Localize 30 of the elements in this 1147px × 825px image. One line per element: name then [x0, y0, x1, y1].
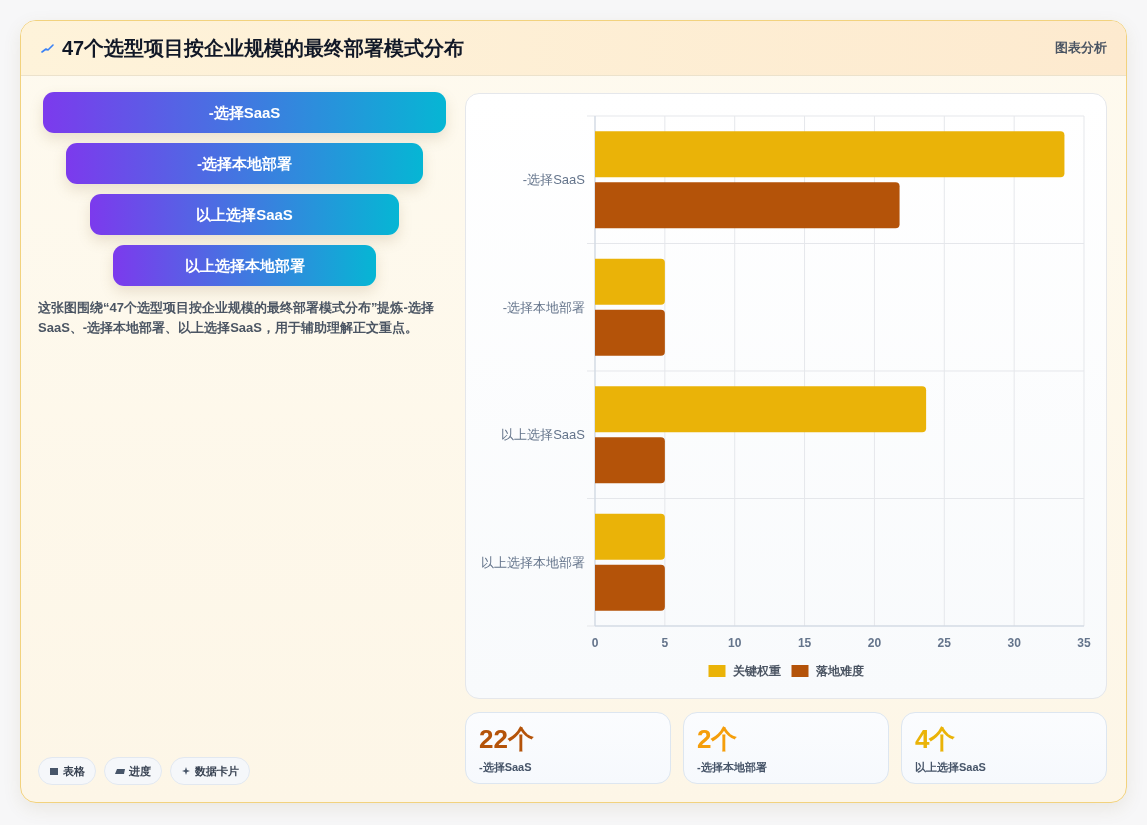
category-label: -选择SaaS — [43, 92, 446, 133]
text: 这张图围绕“47个选型项目按企业规模的最终部署模式分布”提炼-选择SaaS、-选择本地部署、以上选择SaaS，用于辅助理解正文重点。 — [38, 299, 435, 337]
x-tick-label: 10 — [728, 636, 742, 650]
category-label: -选择SaaS — [479, 760, 532, 775]
category-label: -选择本地部署 — [66, 143, 423, 184]
text: 4个 — [915, 723, 956, 756]
y-tick-label: 以上选择本地部署 — [481, 554, 585, 570]
y-tick-label: -选择本地部署 — [502, 299, 585, 315]
text: 表格 — [63, 765, 85, 777]
text: 图表分析 — [1055, 40, 1107, 56]
x-tick-label: 30 — [1007, 636, 1022, 650]
x-tick-label: 0 — [591, 636, 599, 650]
category-label: 以上选择SaaS — [89, 194, 400, 235]
legend-label: 关键权重 — [731, 664, 781, 678]
category-label: -选择本地部署 — [697, 760, 767, 775]
x-tick-label: 20 — [867, 636, 882, 650]
text: 数据卡片 — [195, 765, 239, 777]
text: 47个选型项目按企业规模的最终部署模式分布 — [62, 36, 465, 61]
x-tick-label: 35 — [1077, 636, 1091, 650]
legend-label: 落地难度 — [814, 664, 864, 678]
y-tick-label: 以上选择SaaS — [501, 427, 586, 443]
text: 进度 — [129, 765, 151, 777]
x-tick-label: 15 — [797, 636, 812, 650]
text: 2个 — [697, 723, 738, 756]
y-tick-label: -选择SaaS — [522, 172, 586, 188]
x-tick-label: 5 — [661, 636, 669, 650]
category-label: 以上选择本地部署 — [113, 245, 376, 286]
x-tick-label: 25 — [937, 636, 952, 650]
category-label: 以上选择SaaS — [915, 760, 986, 775]
text: 22个 — [479, 723, 534, 756]
